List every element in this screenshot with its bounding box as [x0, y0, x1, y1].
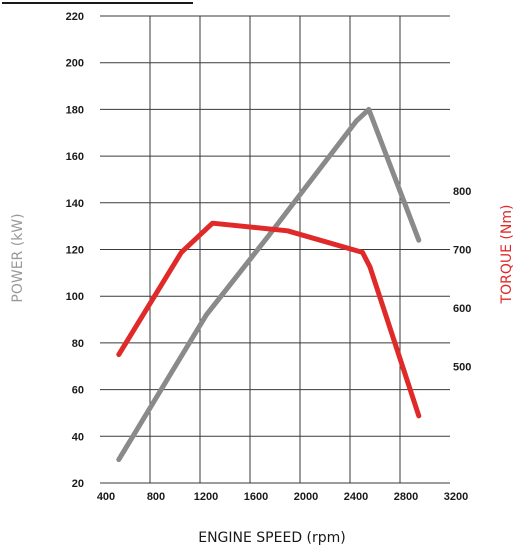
x-tick-label: 3200	[444, 491, 468, 503]
left-y-tick-label: 200	[66, 58, 84, 70]
left-y-tick-label: 20	[72, 478, 84, 490]
left-y-tick-label: 120	[66, 245, 84, 257]
left-y-tick-label: 140	[66, 198, 84, 210]
right-y-tick-label: 500	[453, 361, 471, 373]
x-tick-label: 400	[97, 491, 115, 503]
x-axis-title: ENGINE SPEED (rpm)	[198, 530, 346, 546]
left-axis-ticks: 20 40 60 80 100 120 140 160 180 200 220	[66, 11, 84, 490]
right-axis-ticks: 500 600 700 800	[453, 186, 471, 373]
x-tick-label: 800	[147, 491, 165, 503]
right-axis-title: TORQUE (Nm)	[499, 205, 515, 305]
right-y-tick-label: 600	[453, 303, 471, 315]
torque-series-line	[116, 220, 422, 419]
left-y-tick-label: 160	[66, 151, 84, 163]
left-y-tick-label: 80	[72, 338, 84, 350]
x-tick-label: 2000	[294, 491, 318, 503]
left-y-tick-label: 220	[66, 11, 84, 23]
x-tick-label: 1200	[194, 491, 218, 503]
right-y-tick-label: 700	[453, 245, 471, 257]
left-y-tick-label: 100	[66, 291, 84, 303]
left-y-tick-label: 40	[72, 431, 84, 443]
grid	[100, 15, 450, 484]
power-series-line	[116, 106, 422, 463]
left-axis-title: POWER (kW)	[10, 213, 26, 302]
x-tick-label: 2800	[394, 491, 418, 503]
left-y-tick-label: 60	[72, 385, 84, 397]
right-y-tick-label: 800	[453, 186, 471, 198]
x-tick-label: 2400	[344, 491, 368, 503]
series-layer	[116, 106, 422, 463]
left-y-tick-label: 180	[66, 104, 84, 116]
x-axis-ticks: 400 800 1200 1600 2000 2400 2800 3200	[97, 491, 468, 503]
x-tick-label: 1600	[244, 491, 268, 503]
